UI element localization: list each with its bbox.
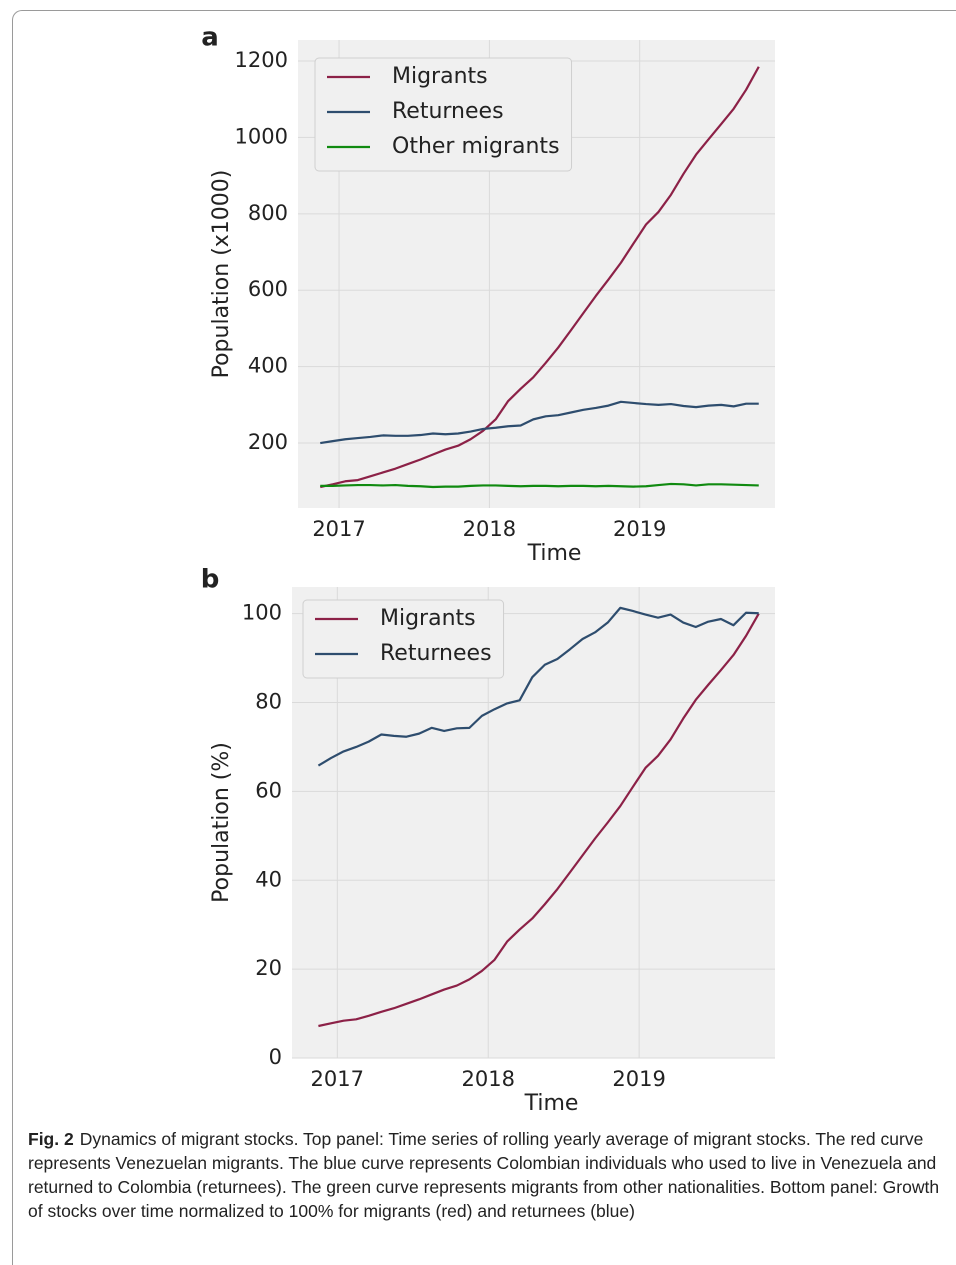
- y-axis-title: Population (%): [209, 742, 234, 903]
- legend-box: [314, 57, 573, 172]
- y-tick-label: 20: [255, 956, 282, 980]
- y-axis-title: Population (x1000): [209, 170, 234, 379]
- y-tick-label: 600: [248, 277, 288, 301]
- x-tick-label: 2019: [613, 517, 666, 541]
- y-tick-label: 200: [248, 430, 288, 454]
- x-tick-label: 2018: [463, 517, 516, 541]
- y-tick-label: 1200: [235, 48, 288, 72]
- x-tick-label: 2018: [461, 1067, 514, 1091]
- series-line: [317, 606, 759, 767]
- series-line: [320, 482, 759, 489]
- x-tick-label: 2017: [311, 1067, 364, 1091]
- y-tick-label: 100: [242, 601, 282, 625]
- legend-label: Other migrants: [392, 134, 560, 159]
- series-line: [320, 66, 760, 489]
- x-axis-title: Time: [524, 1091, 579, 1116]
- y-tick-label: 60: [255, 778, 282, 802]
- legend-label: Migrants: [392, 64, 488, 89]
- x-tick-label: 2019: [612, 1067, 665, 1091]
- y-tick-label: 400: [248, 354, 288, 378]
- series-line: [318, 613, 760, 1028]
- legend-label: Returnees: [392, 99, 504, 124]
- figure-label: Fig. 2: [28, 1129, 74, 1149]
- caption-text: Dynamics of migrant stocks. Top panel: T…: [28, 1129, 940, 1221]
- series-line: [320, 400, 759, 445]
- legend-label: Returnees: [380, 641, 492, 666]
- x-tick-label: 2017: [312, 517, 365, 541]
- y-tick-label: 800: [248, 201, 288, 225]
- y-tick-label: 0: [269, 1045, 282, 1069]
- y-tick-label: 40: [255, 867, 282, 891]
- y-tick-label: 1000: [235, 124, 288, 148]
- caption: Fig. 2 Dynamics of migrant stocks. Top pa…: [28, 1127, 948, 1223]
- y-tick-label: 80: [255, 690, 282, 714]
- legend-label: Migrants: [380, 606, 476, 631]
- figure-frame: [12, 10, 956, 1265]
- x-axis-title: Time: [527, 541, 582, 566]
- panel-label: a: [201, 23, 219, 53]
- panel-label: b: [201, 565, 220, 595]
